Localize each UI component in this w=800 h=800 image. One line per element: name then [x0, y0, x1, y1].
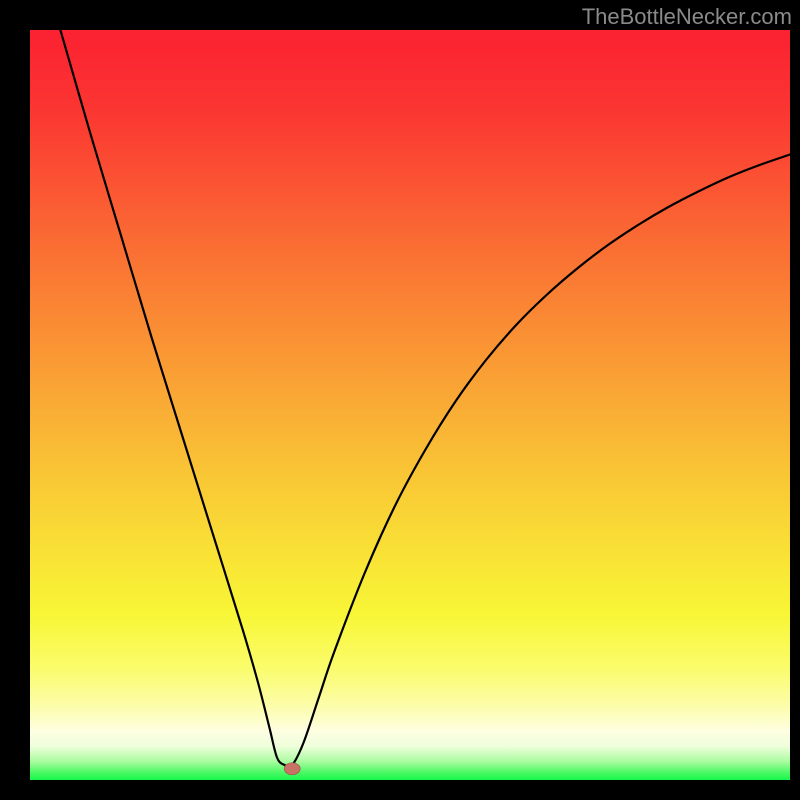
- plot-svg: [30, 30, 790, 780]
- plot-area: [30, 30, 790, 780]
- minimum-marker: [284, 763, 300, 775]
- gradient-background: [30, 30, 790, 780]
- chart-frame: TheBottleNecker.com: [0, 0, 800, 800]
- watermark-text: TheBottleNecker.com: [582, 4, 792, 30]
